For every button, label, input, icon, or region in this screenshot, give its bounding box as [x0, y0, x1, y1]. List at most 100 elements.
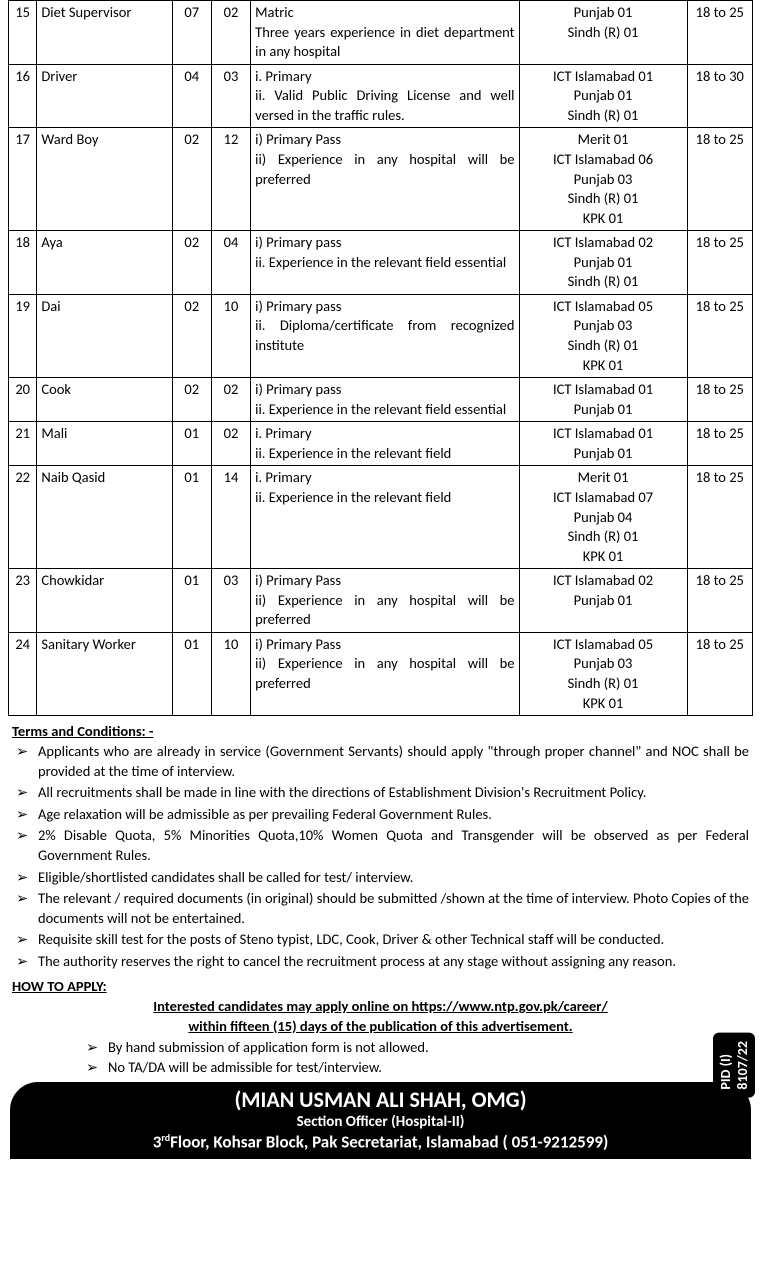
table-row: 15Diet Supervisor0702MatricThree years e…	[9, 1, 753, 65]
cell-age: 18 to 25	[687, 569, 752, 633]
cell-posts: 02	[211, 378, 250, 422]
terms-item: Age relaxation will be admissible as per…	[38, 805, 749, 825]
cell-posts: 10	[211, 294, 250, 377]
cell-quota: ICT Islamabad 01Punjab 01Sindh (R) 01	[519, 64, 687, 128]
cell-qual: i. Primaryii. Experience in the relevant…	[251, 466, 519, 569]
cell-post: Driver	[37, 64, 172, 128]
cell-quota: Punjab 01Sindh (R) 01	[519, 1, 687, 65]
jobs-table: 15Diet Supervisor0702MatricThree years e…	[8, 0, 753, 716]
table-row: 22Naib Qasid0114i. Primaryii. Experience…	[9, 466, 753, 569]
cell-sr: 23	[9, 569, 37, 633]
cell-qual: i) Primary passii. Diploma/certificate f…	[251, 294, 519, 377]
terms-item: Applicants who are already in service (G…	[38, 742, 749, 781]
cell-age: 18 to 25	[687, 632, 752, 715]
cell-bps: 02	[172, 294, 211, 377]
table-row: 23Chowkidar0103i) Primary Passii) Experi…	[9, 569, 753, 633]
cell-post: Chowkidar	[37, 569, 172, 633]
cell-post: Aya	[37, 231, 172, 295]
cell-sr: 22	[9, 466, 37, 569]
cell-sr: 24	[9, 632, 37, 715]
cell-quota: ICT Islamabad 02Punjab 01Sindh (R) 01	[519, 231, 687, 295]
cell-post: Dai	[37, 294, 172, 377]
cell-posts: 04	[211, 231, 250, 295]
cell-bps: 07	[172, 1, 211, 65]
cell-age: 18 to 30	[687, 64, 752, 128]
cell-age: 18 to 25	[687, 128, 752, 231]
cell-quota: ICT Islamabad 01Punjab 01	[519, 378, 687, 422]
cell-bps: 02	[172, 231, 211, 295]
cell-sr: 20	[9, 378, 37, 422]
terms-item: The relevant / required documents (in or…	[38, 889, 749, 928]
cell-age: 18 to 25	[687, 1, 752, 65]
cell-post: Diet Supervisor	[37, 1, 172, 65]
cell-post: Cook	[37, 378, 172, 422]
terms-item: Requisite skill test for the posts of St…	[38, 930, 749, 950]
cell-qual: i) Primary passii. Experience in the rel…	[251, 378, 519, 422]
cell-qual: i. Primaryii. Valid Public Driving Licen…	[251, 64, 519, 128]
cell-posts: 03	[211, 569, 250, 633]
howto-link: Interested candidates may apply online o…	[38, 997, 723, 1036]
cell-sr: 21	[9, 422, 37, 466]
howto-line1: Interested candidates may apply online o…	[153, 997, 607, 1015]
cell-age: 18 to 25	[687, 378, 752, 422]
cell-bps: 02	[172, 128, 211, 231]
table-row: 16Driver0403i. Primaryii. Valid Public D…	[9, 64, 753, 128]
howto-line2: within fifteen (15) days of the publicat…	[188, 1017, 572, 1035]
jobs-tbody: 15Diet Supervisor0702MatricThree years e…	[9, 1, 753, 716]
table-row: 19Dai0210i) Primary passii. Diploma/cert…	[9, 294, 753, 377]
howto-item: No TA/DA will be admissible for test/int…	[108, 1058, 749, 1076]
cell-sr: 15	[9, 1, 37, 65]
cell-posts: 14	[211, 466, 250, 569]
cell-qual: MatricThree years experience in diet dep…	[251, 1, 519, 65]
cell-sr: 17	[9, 128, 37, 231]
cell-posts: 02	[211, 422, 250, 466]
cell-bps: 04	[172, 64, 211, 128]
cell-qual: i. Primaryii. Experience in the relevant…	[251, 422, 519, 466]
cell-age: 18 to 25	[687, 294, 752, 377]
cell-age: 18 to 25	[687, 422, 752, 466]
cell-quota: Merit 01ICT Islamabad 07Punjab 04Sindh (…	[519, 466, 687, 569]
cell-posts: 03	[211, 64, 250, 128]
howto-item: By hand submission of application form i…	[108, 1038, 749, 1056]
cell-posts: 10	[211, 632, 250, 715]
cell-bps: 02	[172, 378, 211, 422]
cell-quota: ICT Islamabad 05Punjab 03Sindh (R) 01KPK…	[519, 294, 687, 377]
cell-bps: 01	[172, 466, 211, 569]
cell-qual: i) Primary Passii) Experience in any hos…	[251, 128, 519, 231]
sig-address: 3rdFloor, Kohsar Block, Pak Secretariat,…	[18, 1131, 743, 1153]
cell-age: 18 to 25	[687, 231, 752, 295]
cell-age: 18 to 25	[687, 466, 752, 569]
howto-title: HOW TO APPLY:	[12, 977, 753, 995]
terms-list: Applicants who are already in service (G…	[8, 742, 753, 971]
sig-name: (MIAN USMAN ALI SHAH, OMG)	[18, 1086, 743, 1113]
signature-block: (MIAN USMAN ALI SHAH, OMG) Section Offic…	[10, 1082, 751, 1159]
cell-sr: 19	[9, 294, 37, 377]
cell-quota: Merit 01ICT Islamabad 06Punjab 03Sindh (…	[519, 128, 687, 231]
table-row: 20Cook0202i) Primary passii. Experience …	[9, 378, 753, 422]
cell-posts: 02	[211, 1, 250, 65]
cell-qual: i) Primary Passii) Experience in any hos…	[251, 632, 519, 715]
table-row: 21Mali0102i. Primaryii. Experience in th…	[9, 422, 753, 466]
cell-post: Mali	[37, 422, 172, 466]
cell-bps: 01	[172, 569, 211, 633]
cell-quota: ICT Islamabad 02Punjab 01	[519, 569, 687, 633]
cell-qual: i) Primary Passii) Experience in any hos…	[251, 569, 519, 633]
table-row: 18Aya0204i) Primary passii. Experience i…	[9, 231, 753, 295]
cell-post: Sanitary Worker	[37, 632, 172, 715]
table-row: 17Ward Boy0212i) Primary Passii) Experie…	[9, 128, 753, 231]
terms-item: The authority reserves the right to canc…	[38, 952, 749, 972]
howto-sublist: By hand submission of application form i…	[8, 1038, 753, 1076]
cell-post: Naib Qasid	[37, 466, 172, 569]
table-row: 24Sanitary Worker0110i) Primary Passii) …	[9, 632, 753, 715]
terms-item: All recruitments shall be made in line w…	[38, 783, 749, 803]
cell-bps: 01	[172, 632, 211, 715]
cell-bps: 01	[172, 422, 211, 466]
cell-posts: 12	[211, 128, 250, 231]
cell-qual: i) Primary passii. Experience in the rel…	[251, 231, 519, 295]
cell-sr: 16	[9, 64, 37, 128]
terms-title: Terms and Conditions: -	[12, 722, 753, 740]
pid-badge: PID (I) 8107/22	[713, 1033, 755, 1098]
cell-post: Ward Boy	[37, 128, 172, 231]
cell-quota: ICT Islamabad 01Punjab 01	[519, 422, 687, 466]
cell-sr: 18	[9, 231, 37, 295]
